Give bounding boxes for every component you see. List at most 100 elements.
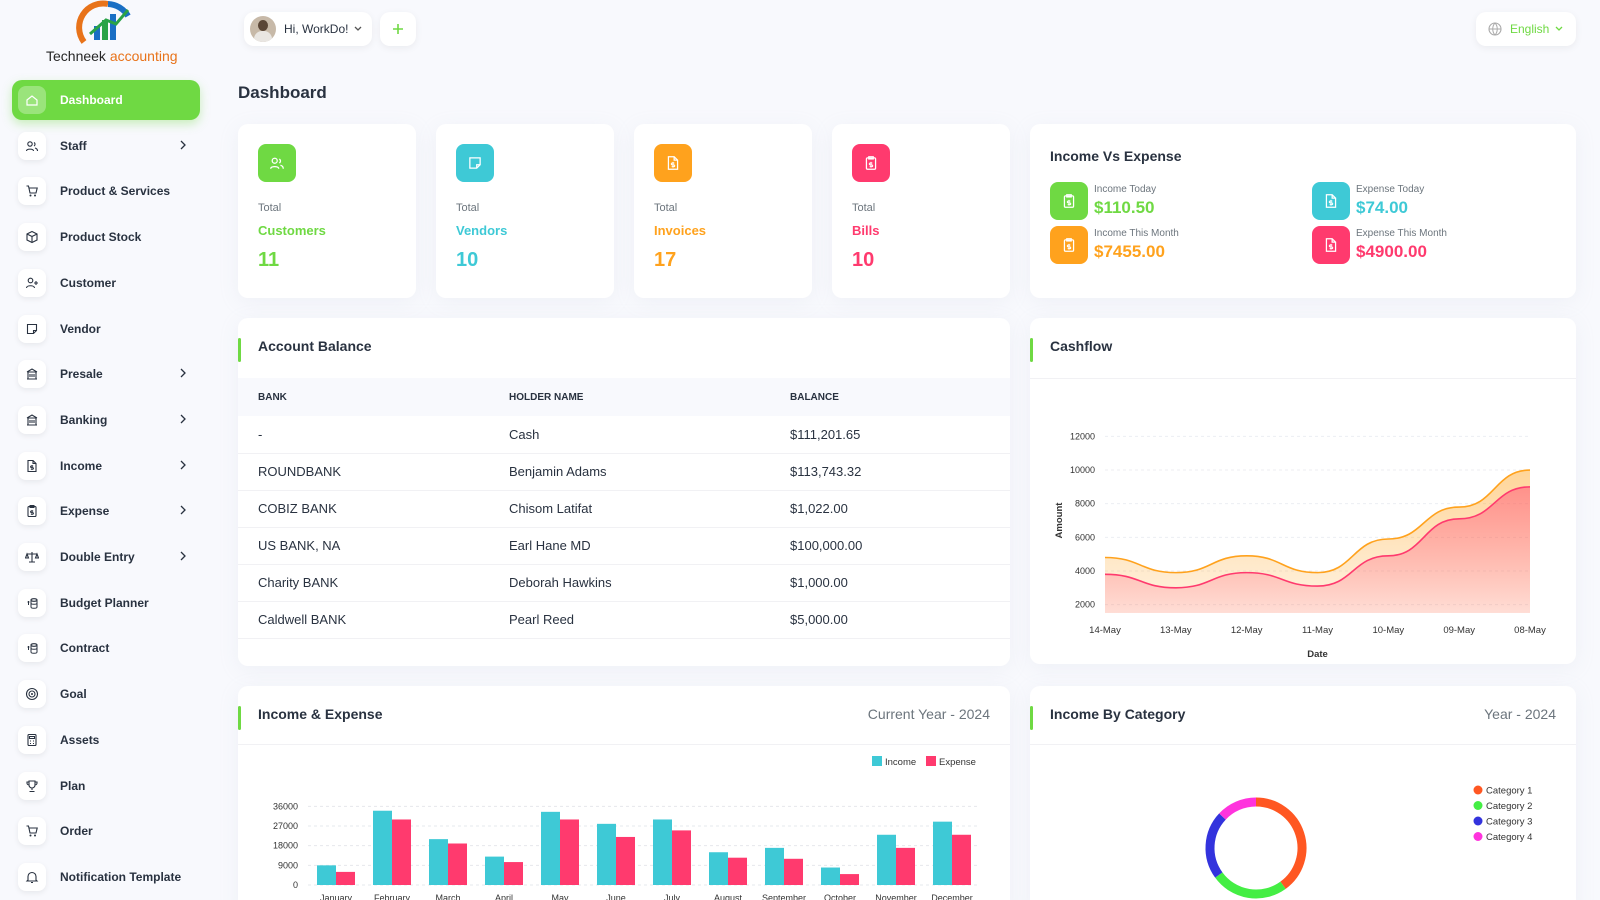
sidebar-item-order[interactable]: Order [12,811,200,851]
sidebar-item-label: Product Stock [60,230,142,245]
chevron-right-icon [180,459,186,473]
sidebar-item-presale[interactable]: Presale [12,354,200,394]
stat-name: Invoices [654,223,707,238]
sidebar-item-contract[interactable]: Contract [12,628,200,668]
sidebar-item-icon-wrap [18,725,46,754]
language-label: English [1510,22,1550,36]
brand-logo[interactable]: Techneek accounting [46,0,178,68]
sidebar-item-label: Vendor [60,321,101,336]
sidebar-item-goal[interactable]: Goal [12,674,200,714]
legend-swatch [1473,785,1483,795]
x-tick-label: August [714,893,743,900]
income-by-category-chart: Category 1 Category 2 Category 3 Category 4 [1205,785,1532,899]
pie-slice [1215,872,1286,899]
table-row: Caldwell BANK Pearl Reed $5,000.00 [238,601,1010,639]
stat-label: Expense This Month [1356,228,1447,239]
sidebar-item-icon-wrap [18,680,46,709]
legend-label: Category 2 [1486,801,1532,812]
stat-text: Income This Month $7455.00 [1094,226,1179,264]
sidebar-item-icon-wrap [18,451,46,480]
sidebar-item-icon-wrap [18,405,46,434]
sidebar-item-assets[interactable]: Assets [12,720,200,760]
stat-card-bills[interactable]: Total Bills 10 [832,124,1010,298]
stat-card-vendors[interactable]: Total Vendors 10 [436,124,614,298]
stat-card-customers[interactable]: Total Customers 11 [238,124,416,298]
sidebar-item-label: Expense [60,504,110,519]
income-vs-expense-card: Income Vs Expense Income Today $110.50 Exp… [1030,124,1576,298]
sidebar-item-double-entry[interactable]: Double Entry [12,537,200,577]
sidebar-item-staff[interactable]: Staff [12,126,200,166]
sidebar-item-customer[interactable]: Customer [12,263,200,303]
stat-income-today: Income Today $110.50 [1050,182,1156,220]
sidebar-item-icon-wrap [18,177,46,206]
stat-value: $110.50 [1094,198,1155,217]
stat-icon-wrap [1312,182,1350,220]
brand-logo-icon [76,0,131,44]
table-row: US BANK, NA Earl Hane MD $100,000.00 [238,527,1010,565]
stat-icon-wrap [654,144,692,182]
sidebar-item-budget-planner[interactable]: Budget Planner [12,583,200,623]
sidebar-item-icon-wrap [18,497,46,526]
stat-icon-wrap [456,144,494,182]
bell-icon [25,871,39,883]
bar-expense [616,836,635,885]
y-tick-label: 8000 [1075,499,1095,509]
sidebar-item-icon-wrap [18,771,46,800]
stat-name: Bills [852,223,880,238]
income-expense-title: Income & Expense [258,706,383,722]
bar-expense [952,834,971,885]
sidebar-item-dashboard[interactable]: Dashboard [12,80,200,120]
sidebar-item-expense[interactable]: Expense [12,491,200,531]
stat-expense-this-month: Expense This Month $4900.00 [1312,226,1447,264]
file-dollar-icon [1325,194,1337,208]
user-menu[interactable]: Hi, WorkDo! [244,12,372,46]
stat-income-this-month: Income This Month $7455.00 [1050,226,1179,264]
contract-icon [27,643,38,655]
pie-slice [1205,813,1226,878]
cell-bank: ROUNDBANK [238,453,489,491]
file-dollar-icon [27,459,37,472]
sidebar-item-banking[interactable]: Banking [12,400,200,440]
income-by-category-period: Year - 2024 [1484,706,1556,722]
cell-bank: Charity BANK [238,564,489,602]
sidebar-item-icon-wrap [18,634,46,663]
target-icon [25,688,39,701]
stat-text: Income Today $110.50 [1094,182,1156,220]
x-tick-label: 12-May [1231,625,1263,636]
sidebar-item-product-stock[interactable]: Product Stock [12,217,200,257]
language-selector[interactable]: English [1476,12,1576,46]
sidebar-item-icon-wrap [18,314,46,343]
sidebar-item-vendor[interactable]: Vendor [12,309,200,349]
home-icon [26,95,38,106]
cell-balance: $1,000.00 [770,564,1010,602]
sidebar-item-product-services[interactable]: Product & Services [12,171,200,211]
series-line-0 [1104,469,1531,574]
sidebar-item-icon-wrap [18,543,46,571]
sidebar-item-notification-template[interactable]: Notification Template [12,857,200,897]
chevron-down-icon [354,26,362,31]
sidebar-item-plan[interactable]: Plan [12,766,200,806]
stat-card-invoices[interactable]: Total Invoices 17 [634,124,812,298]
section-accent [238,338,241,362]
stat-name: Customers [258,223,326,238]
stat-value: 11 [258,249,280,271]
users-icon [25,140,39,151]
y-tick-label: 10000 [1070,465,1095,475]
cart-icon [26,185,38,197]
bar-income [653,819,672,885]
cell-balance: $1,022.00 [770,490,1010,528]
x-tick-label: 11-May [1302,625,1333,636]
bar-income [821,867,840,885]
stat-text: Expense Today $74.00 [1356,182,1424,220]
quick-add-button[interactable] [380,12,416,46]
table-row: ROUNDBANK Benjamin Adams $113,743.32 [238,453,1010,491]
bar-income [877,834,896,885]
sidebar-item-icon-wrap [18,268,46,297]
cashflow-title: Cashflow [1050,338,1113,354]
y-tick-label: 4000 [1075,566,1095,576]
bar-expense [560,819,579,885]
sidebar-item-income[interactable]: Income [12,446,200,486]
greeting: Hi, WorkDo! [284,22,349,36]
legend-label: Category 4 [1486,832,1532,843]
note-icon [469,157,481,169]
